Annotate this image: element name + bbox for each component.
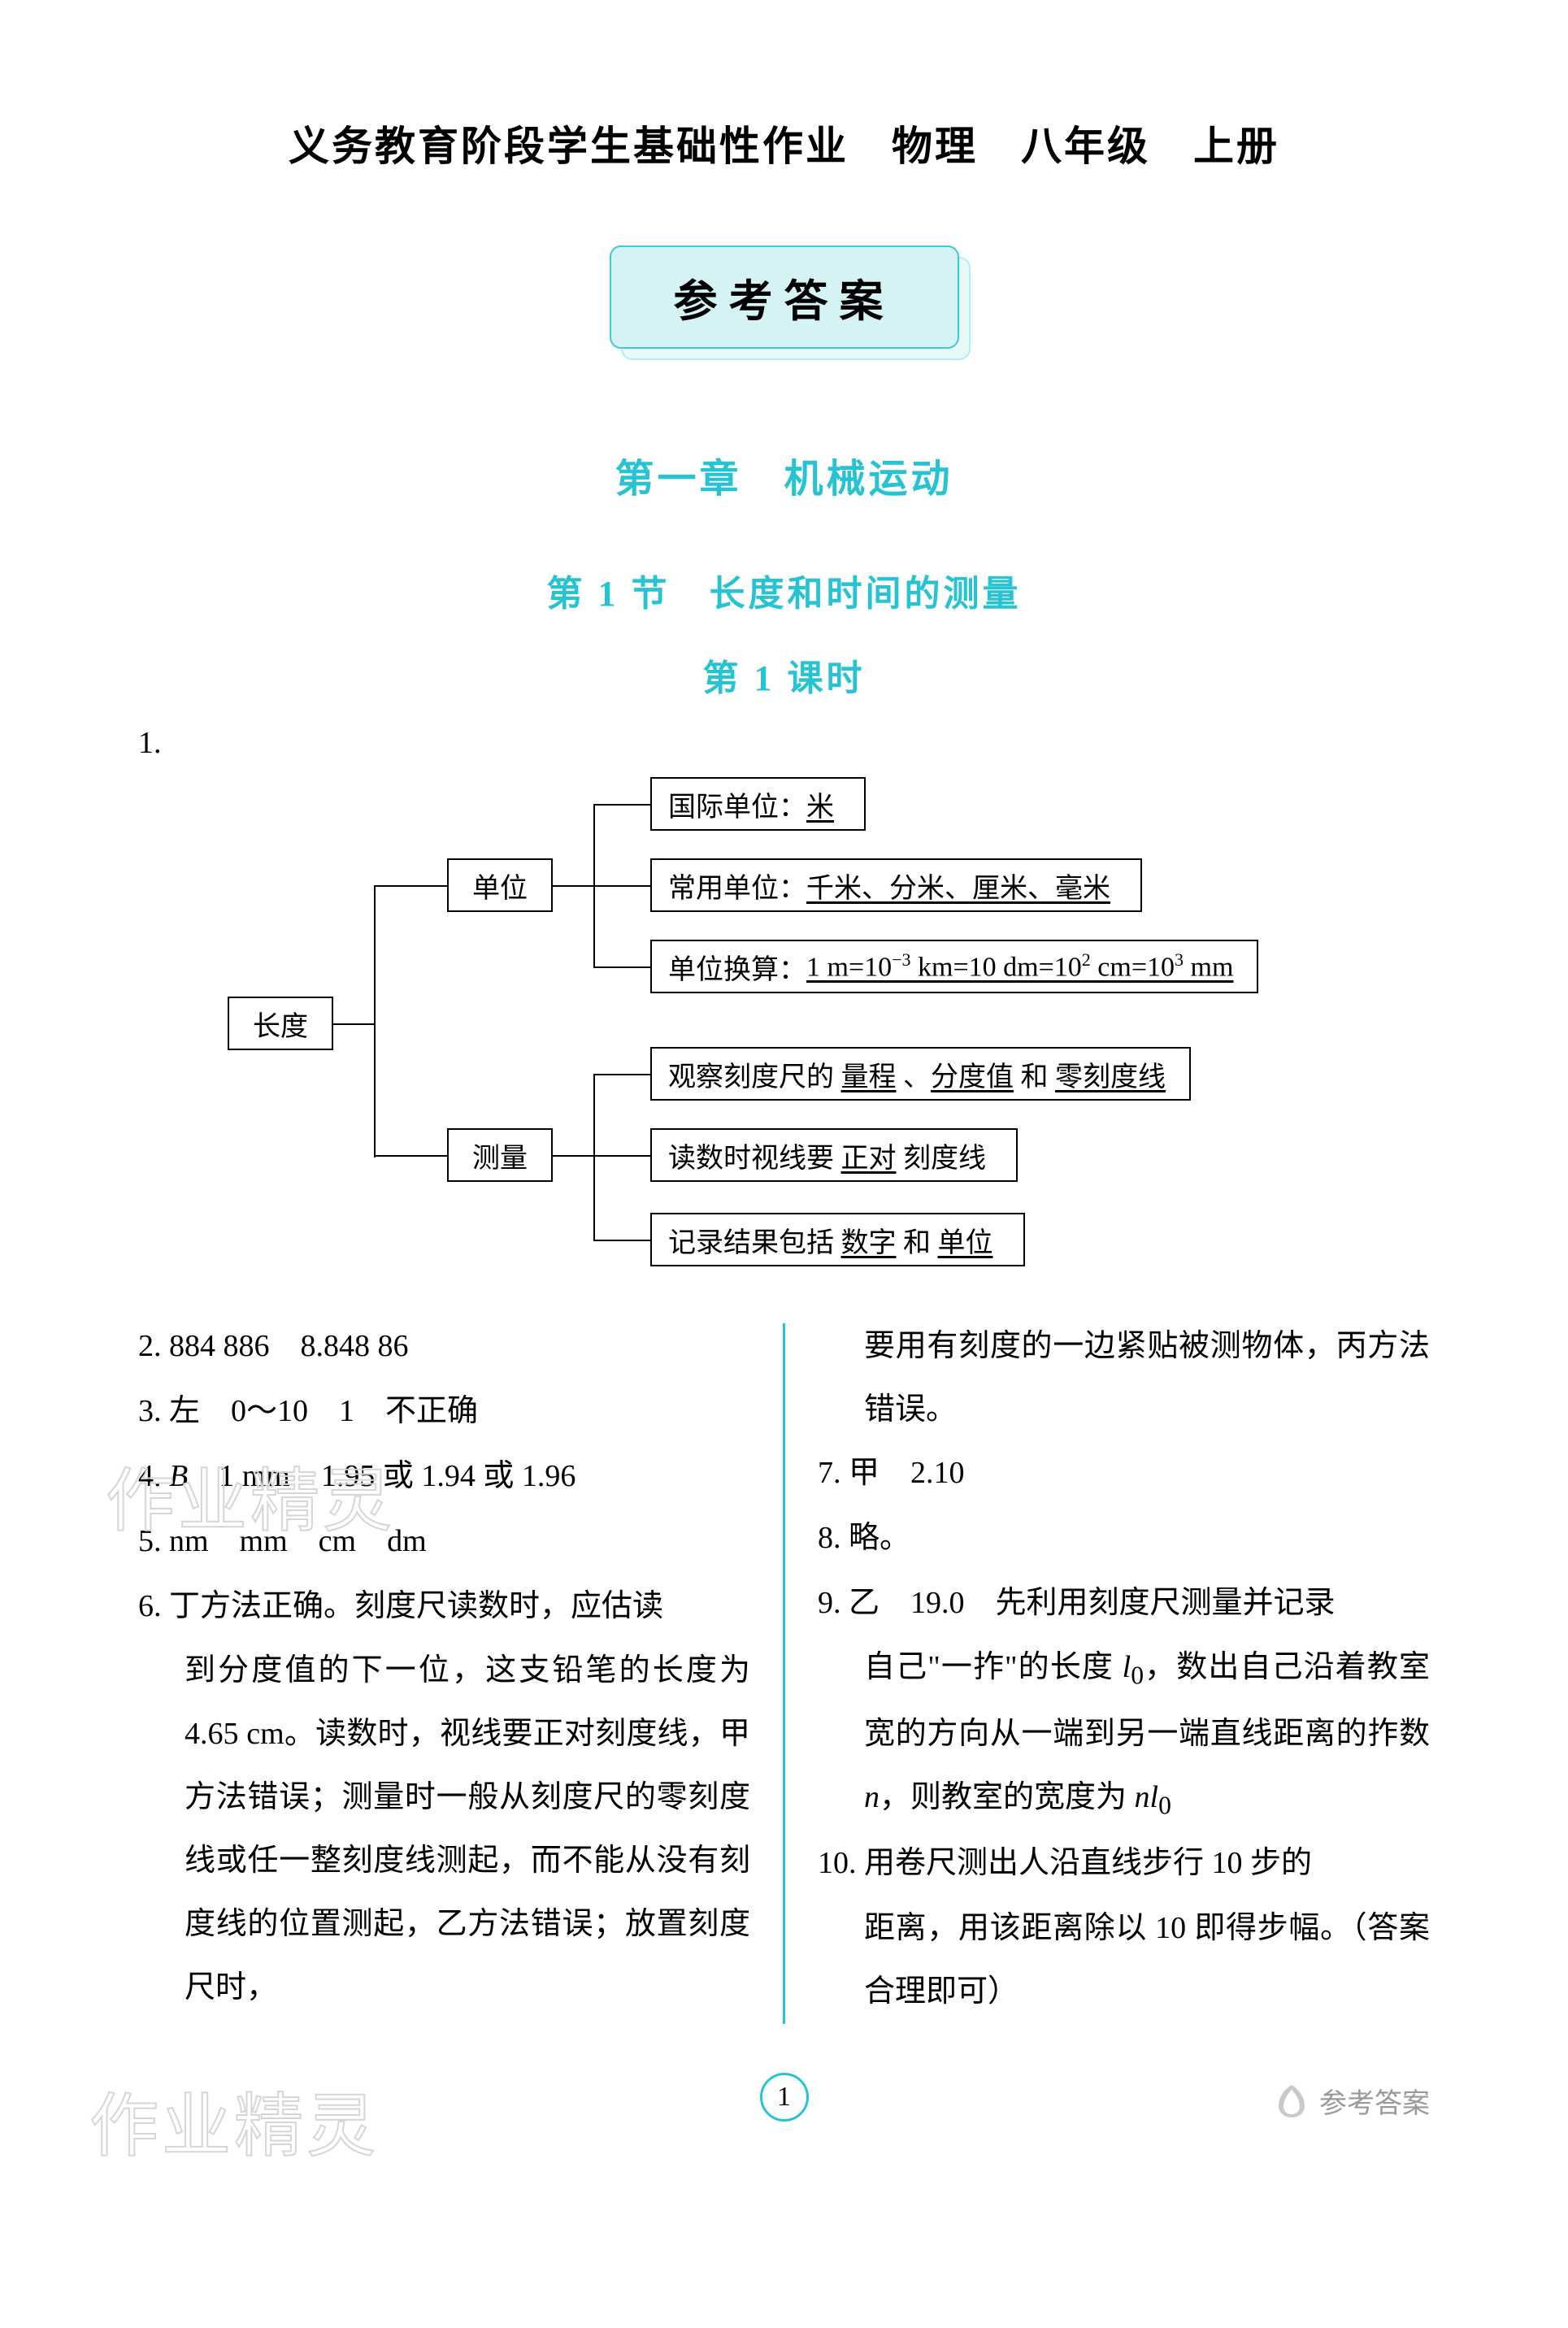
diagram-branch-unit: 单位	[447, 858, 553, 912]
left-column: 2. 884 886 8.848 86 3. 左 0～10 1 不正确 4. B…	[138, 1315, 750, 2024]
answer-3: 3. 左 0～10 1 不正确	[138, 1380, 750, 1444]
diagram-line	[553, 1155, 593, 1157]
footer-label: 参考答案	[1319, 2081, 1430, 2121]
diagram-unit-1: 国际单位：米	[650, 777, 866, 831]
footer-right: 参考答案	[1272, 2081, 1430, 2121]
text: 1 mm 1.95 或 1.94 或 1.96	[188, 1459, 576, 1493]
diagram-text: 常用单位：	[668, 866, 806, 906]
diagram-root: 长度	[228, 997, 333, 1050]
right-column: 要用有刻度的一边紧贴被测物体，丙方法错误。 7. 甲 2.10 8. 略。 9.…	[818, 1315, 1430, 2024]
italic-b: B	[169, 1459, 188, 1493]
diagram-line	[593, 885, 650, 887]
page-footer: 1 参考答案	[138, 2073, 1430, 2146]
sub-0: 0	[1131, 1661, 1144, 1690]
answer-10-body: 距离，用该距离除以 10 即得步幅。（答案合理即可）	[818, 1897, 1430, 2024]
diagram-branch-measure: 测量	[447, 1128, 553, 1182]
diagram-line	[333, 1023, 374, 1025]
answer-7: 7. 甲 2.10	[818, 1442, 1430, 1505]
var-n: n	[864, 1780, 880, 1814]
diagram-line	[593, 804, 650, 806]
text: 自己"一拃"的长度	[864, 1650, 1123, 1684]
diagram-line	[374, 885, 447, 887]
answer-6-body: 到分度值的下一位，这支铅笔的长度为 4.65 cm。读数时，视线要正对刻度线，甲…	[138, 1640, 750, 2019]
answer-8: 8. 略。	[818, 1507, 1430, 1570]
answer-9-head: 9. 乙 19.0 先利用刻度尺测量并记录	[818, 1572, 1430, 1635]
answer-6-head: 6. 丁方法正确。刻度尺读数时，应估读	[138, 1575, 750, 1639]
var-l: l	[1123, 1650, 1131, 1684]
diagram-line	[593, 1155, 650, 1157]
question-1-label: 1.	[138, 725, 1430, 761]
answer-banner: 参考答案	[610, 245, 959, 349]
diagram-line	[374, 885, 376, 1157]
page-number: 1	[760, 2073, 809, 2122]
diagram-measure-3: 记录结果包括 数字 和 单位	[650, 1213, 1025, 1266]
section-title: 第 1 节 长度和时间的测量	[138, 564, 1430, 616]
diagram-line	[593, 1074, 650, 1075]
concept-diagram: 长度 单位 测量 国际单位：米 常用单位：千米、分米、厘米、毫米 单位换算：1 …	[138, 777, 1430, 1266]
answer-5: 5. nm mm cm dm	[138, 1510, 750, 1574]
diagram-line	[593, 966, 650, 968]
lesson-title: 第 1 课时	[138, 649, 1430, 701]
text: ，则教室的宽度为	[880, 1780, 1135, 1814]
answer-columns: 2. 884 886 8.848 86 3. 左 0～10 1 不正确 4. B…	[138, 1315, 1430, 2024]
var-nl: nl	[1135, 1780, 1159, 1814]
sub-0: 0	[1158, 1791, 1171, 1819]
diagram-line	[593, 1240, 650, 1241]
leaf-icon	[1272, 2082, 1311, 2121]
diagram-text: 单位换算：	[668, 947, 806, 987]
answer-2: 2. 884 886 8.848 86	[138, 1315, 750, 1379]
diagram-unit-2: 常用单位：千米、分米、厘米、毫米	[650, 858, 1142, 912]
diagram-line	[553, 885, 593, 887]
main-title: 义务教育阶段学生基础性作业 物理 八年级 上册	[138, 114, 1430, 172]
column-divider	[783, 1323, 785, 2024]
diagram-line	[374, 1155, 447, 1157]
answer-10-head: 10. 用卷尺测出人沿直线步行 10 步的	[818, 1832, 1430, 1896]
chapter-title: 第一章 机械运动	[138, 446, 1430, 503]
diagram-unit-3: 单位换算：1 m=10−3 km=10 dm=102 cm=103 mm	[650, 940, 1258, 993]
answer-4: 4. B 1 mm 1.95 或 1.94 或 1.96	[138, 1445, 750, 1509]
diagram-value: 千米、分米、厘米、毫米	[806, 866, 1110, 906]
answer-9-body: 自己"一拃"的长度 l0，数出自己沿着教室宽的方向从一端到另一端直线距离的拃数 …	[818, 1636, 1430, 1832]
diagram-value: 1 m=10−3 km=10 dm=102 cm=103 mm	[806, 949, 1233, 983]
text: 4.	[138, 1459, 169, 1493]
banner-text: 参考答案	[610, 245, 959, 349]
diagram-text: 国际单位：	[668, 784, 806, 824]
diagram-value: 米	[806, 784, 834, 824]
diagram-line	[593, 1074, 595, 1241]
diagram-measure-1: 观察刻度尺的 量程 、分度值 和 零刻度线	[650, 1047, 1191, 1101]
answer-6-cont: 要用有刻度的一边紧贴被测物体，丙方法错误。	[818, 1315, 1430, 1442]
diagram-measure-2: 读数时视线要 正对 刻度线	[650, 1128, 1018, 1182]
